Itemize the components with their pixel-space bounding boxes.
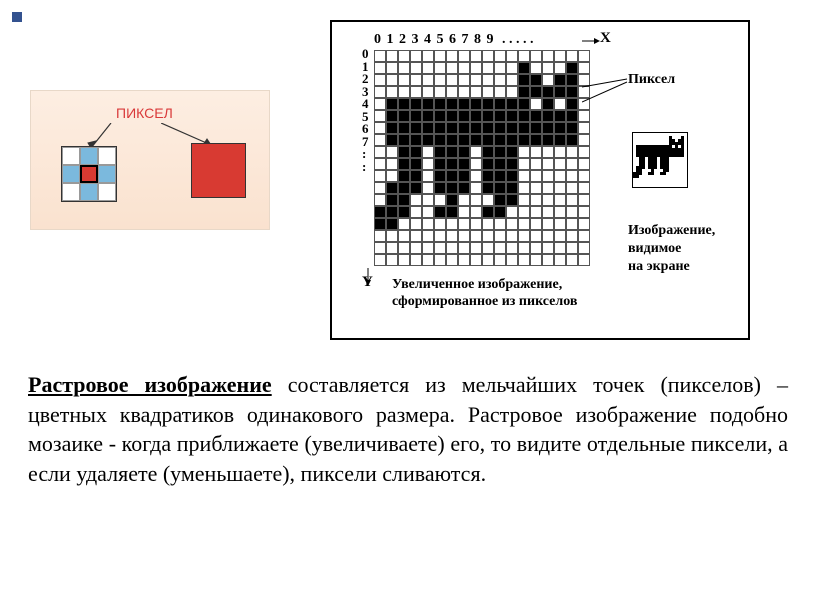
x-axis-numbers: 0123456789 xyxy=(374,32,496,48)
figures-row: ПИКСЕЛ 0123456789 . . . . . X 01234567::… xyxy=(30,20,796,340)
x-axis-label: X xyxy=(600,30,611,47)
screen-image-label: Изображение, видимое на экране xyxy=(628,222,715,277)
pixel-3x3-grid xyxy=(61,146,117,202)
pointer-to-pixel-icon xyxy=(582,77,632,107)
raster-cat-diagram: 0123456789 . . . . . X 01234567:: Y Пикс… xyxy=(330,20,750,340)
enlarged-pixel-square xyxy=(191,143,246,198)
cat-pixel-grid-small xyxy=(632,132,688,188)
caption-line1: Увеличенное изображение, xyxy=(392,277,562,292)
screen-label-line2: видимое xyxy=(628,241,681,256)
screen-label-line1: Изображение, xyxy=(628,223,715,238)
pixel-callout-label: Пиксел xyxy=(628,72,675,88)
definition-paragraph: Растровое изображение составляется из ме… xyxy=(20,370,796,489)
screen-label-line3: на экране xyxy=(628,259,690,274)
slide-bullet xyxy=(12,12,22,22)
term-raster-image: Растровое изображение xyxy=(28,372,272,397)
y-axis-label: Y xyxy=(362,274,373,291)
y-axis-numbers: 01234567:: xyxy=(362,48,369,173)
large-grid-caption: Увеличенное изображение, сформированное … xyxy=(392,277,577,311)
caption-line2: сформированное из пикселов xyxy=(392,294,577,309)
pixel-label: ПИКСЕЛ xyxy=(116,105,173,121)
x-axis-arrow-icon xyxy=(582,38,600,44)
pixel-zoom-diagram: ПИКСЕЛ xyxy=(30,90,270,230)
cat-pixel-grid-large xyxy=(374,50,590,266)
x-axis-dots: . . . . . xyxy=(502,32,534,48)
